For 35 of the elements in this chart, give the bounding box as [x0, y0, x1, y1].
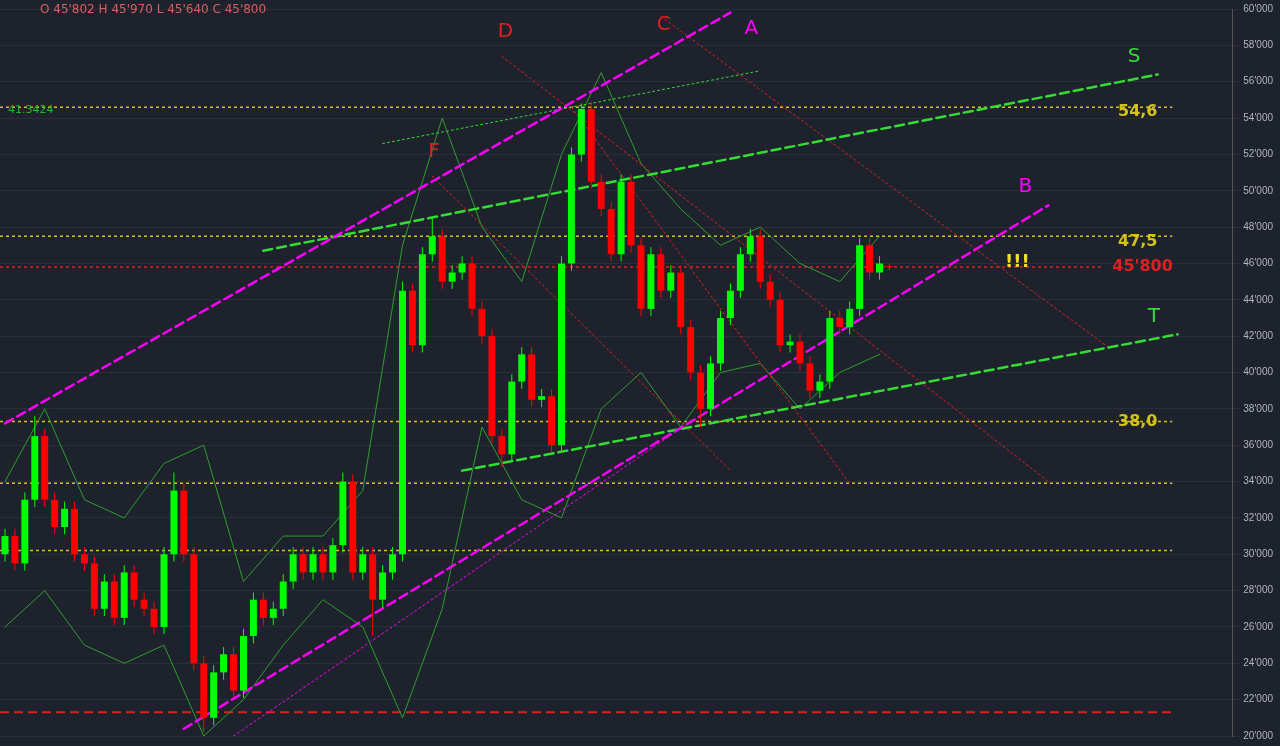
- y-tick-label: 54'000: [1243, 111, 1274, 123]
- y-tick-label: 38'000: [1243, 402, 1274, 414]
- y-tick-label: 20'000: [1243, 729, 1274, 741]
- series-label: A: [744, 15, 759, 40]
- annotation: 54,6: [1118, 101, 1158, 121]
- series-label: C: [656, 11, 671, 36]
- y-tick-label: 46'000: [1243, 257, 1274, 269]
- y-tick-label: 36'000: [1243, 438, 1274, 450]
- y-tick-label: 24'000: [1243, 657, 1274, 669]
- annotation: 41.3424: [8, 102, 54, 116]
- annotation: 47,5: [1118, 231, 1158, 251]
- y-tick-label: 60'000: [1243, 2, 1274, 14]
- y-tick-label: 58'000: [1243, 39, 1274, 51]
- annotation: !!!: [1005, 249, 1030, 271]
- series-label: F: [428, 138, 440, 163]
- y-tick-label: 44'000: [1243, 293, 1274, 305]
- ref-line-label: 45'800: [1112, 256, 1173, 276]
- y-tick-label: 22'000: [1243, 693, 1274, 705]
- y-tick-label: 52'000: [1243, 148, 1274, 160]
- y-tick-label: 34'000: [1243, 475, 1274, 487]
- y-tick-label: 40'000: [1243, 366, 1274, 378]
- series-label: T: [1146, 302, 1161, 327]
- y-tick-label: 26'000: [1243, 620, 1274, 632]
- series-label: B: [1018, 173, 1033, 198]
- y-tick-label: 30'000: [1243, 548, 1274, 559]
- annotation: O 45'802 H 45'970 L 45'640 C 45'800: [40, 2, 267, 17]
- series-label: S: [1127, 42, 1141, 67]
- y-tick-label: 42'000: [1243, 329, 1274, 341]
- y-tick-label: 56'000: [1243, 75, 1274, 87]
- y-tick-label: 48'000: [1243, 220, 1274, 232]
- y-tick-label: 32'000: [1243, 511, 1274, 523]
- y-tick-label: 50'000: [1243, 184, 1274, 196]
- series-label: D: [497, 18, 514, 43]
- y-tick-label: 28'000: [1243, 584, 1274, 596]
- annotation: 38,0: [1118, 411, 1158, 431]
